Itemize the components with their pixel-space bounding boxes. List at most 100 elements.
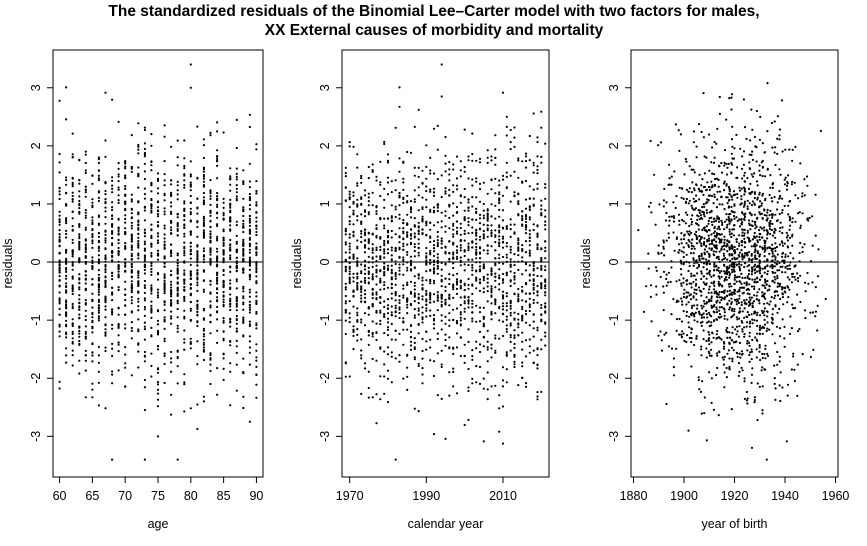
residual-point [398,316,401,320]
residual-point [700,354,703,357]
residual-point [536,398,539,401]
residual-point [360,232,363,235]
residual-point [196,255,199,258]
residual-point [176,262,179,265]
residual-point [71,185,74,188]
residual-point [202,247,205,250]
residual-point [742,98,746,101]
residual-point [498,201,501,205]
residual-point [363,324,367,327]
residual-point [196,363,199,366]
residual-point [705,296,708,299]
residual-point [143,297,146,300]
residual-point [255,180,258,183]
residual-point [682,332,685,335]
residual-point [751,304,754,307]
residual-point [693,343,696,347]
residual-point [363,293,367,296]
residual-point [216,239,219,242]
residual-point [71,354,74,357]
residual-point [713,254,716,257]
residual-point [78,241,81,244]
residual-point [505,351,508,354]
residual-point [509,148,512,151]
residual-point [467,386,470,389]
residual-point [255,254,258,257]
residual-point [360,263,363,266]
residual-point [703,251,706,254]
residual-point [390,191,393,194]
residual-point [463,219,466,222]
residual-point [176,267,179,270]
residual-point [494,249,497,252]
residual-point [163,207,166,210]
residual-point [745,288,748,292]
residual-point [738,307,742,310]
residual-point [394,277,397,280]
residual-point [222,236,225,239]
residual-point [176,300,179,303]
residual-point [170,205,173,208]
residual-point [216,271,219,274]
residual-point [459,319,462,322]
residual-point [448,260,451,263]
residual-point [740,187,743,190]
residual-point [71,261,74,264]
residual-point [750,373,754,376]
residual-point [494,234,497,237]
residual-point [432,209,436,212]
residual-point [143,155,146,158]
residual-point [143,128,146,132]
residual-point [432,374,436,378]
residual-point [386,346,390,349]
residual-point [532,261,535,264]
residual-point [65,299,68,302]
residual-point [421,215,424,218]
residual-point [783,242,786,245]
residual-point [91,299,94,303]
residual-point [478,238,482,241]
residual-point [455,226,459,229]
residual-point [785,188,789,191]
residual-point [104,222,107,225]
residual-point [143,378,146,382]
residual-point [367,282,370,285]
residual-point [348,261,351,264]
residual-point [209,332,212,335]
residual-point [498,191,501,194]
residual-point [356,215,359,218]
residual-point [715,301,718,304]
residual-point [417,194,420,197]
residual-point [242,406,245,410]
residual-point [78,277,81,280]
residual-point [189,189,192,192]
residual-point [394,338,397,341]
residual-point [521,210,524,213]
residual-point [348,273,351,276]
residual-point [781,211,784,214]
residual-point [235,278,238,281]
residual-point [216,216,219,219]
residual-point [398,332,401,335]
residual-point [532,188,535,191]
residual-point [248,274,251,277]
residual-point [687,245,691,248]
residual-point [440,365,443,369]
residual-point [444,263,447,266]
residual-point [216,247,219,250]
residual-point [367,343,370,346]
residual-point [78,282,81,285]
residual-point [494,156,497,160]
residual-point [150,289,153,292]
residual-point [421,316,424,319]
residual-point [478,343,482,346]
residual-point [725,218,728,221]
residual-point [726,166,729,169]
residual-point [248,230,251,233]
residual-point [196,220,199,223]
residual-point [84,330,87,334]
residual-point [371,277,374,280]
residual-point [242,214,245,218]
residual-point [459,175,462,178]
residual-point [196,310,199,313]
